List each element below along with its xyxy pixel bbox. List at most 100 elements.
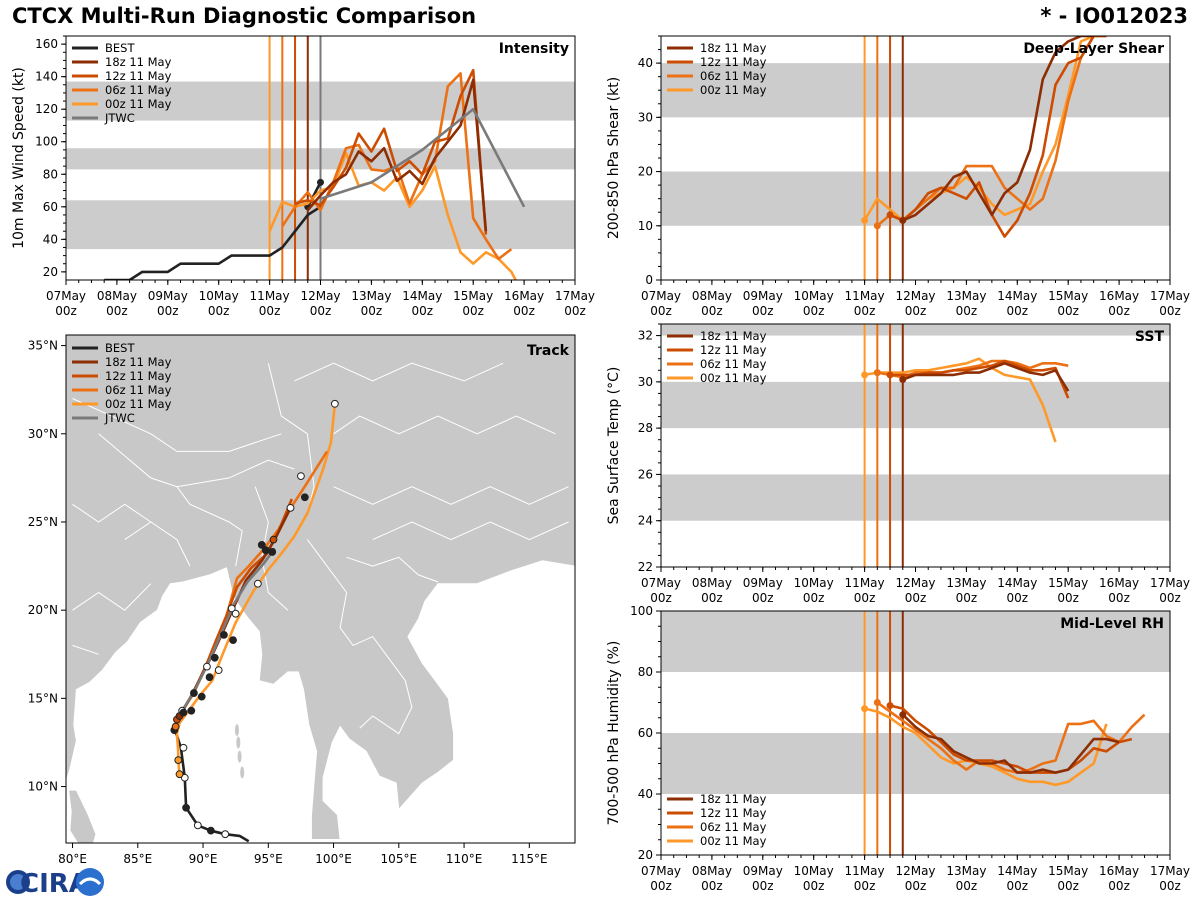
- track-point-filled: [229, 636, 237, 645]
- border-line: [333, 486, 569, 505]
- track-jtwc: [181, 547, 276, 712]
- band-1: [661, 611, 1170, 672]
- y-tick-label: 26: [638, 467, 653, 481]
- track-point-open: [193, 821, 202, 830]
- y-axis-label: 10m Max Wind Speed (kt): [11, 67, 27, 249]
- x-tick-day: 10May: [199, 289, 239, 303]
- track-point-open: [227, 604, 236, 613]
- x-tick-day: 12May: [895, 864, 935, 878]
- x-tick-label: 90°E: [189, 852, 218, 866]
- border-line: [72, 503, 152, 523]
- y-tick-label: 60: [43, 200, 58, 214]
- series-start-point: [873, 699, 881, 706]
- panel-title: Intensity: [499, 41, 569, 57]
- y-tick-label: 0: [645, 273, 653, 287]
- series-start-point: [861, 705, 869, 713]
- x-tick-day: 11May: [250, 289, 290, 303]
- series-start-point: [899, 711, 907, 719]
- series-start-point: [873, 222, 881, 230]
- x-tick-label: 95°E: [254, 852, 283, 866]
- y-tick-label: 10: [638, 219, 653, 233]
- x-tick-day: 13May: [946, 864, 986, 878]
- border-line: [176, 486, 243, 567]
- border-line: [372, 521, 569, 541]
- x-tick-day: 15May: [453, 289, 493, 303]
- x-tick-hour: 00z: [650, 591, 672, 605]
- x-tick-day: 08May: [692, 289, 732, 303]
- x-tick-hour: 00z: [106, 304, 128, 318]
- series-18z-11-may: [901, 713, 1120, 774]
- track-point-filled: [206, 826, 215, 835]
- y-tick-label: 32: [638, 329, 653, 343]
- series-start-point: [899, 376, 907, 384]
- x-tick-hour: 00z: [752, 879, 774, 893]
- legend-label: 06z 11 May: [700, 69, 767, 83]
- x-tick-hour: 00z: [803, 591, 825, 605]
- band-1: [661, 381, 1170, 429]
- x-tick-day: 10May: [794, 289, 834, 303]
- series-start-point: [886, 211, 894, 219]
- x-tick-hour: 00z: [803, 304, 825, 318]
- y-tick-label: 80: [638, 665, 653, 679]
- x-tick-day: 17May: [1150, 576, 1190, 590]
- legend-label: BEST: [105, 41, 135, 55]
- border-line: [72, 583, 152, 611]
- series-start-point: [873, 369, 881, 377]
- storm-id: * - IO012023: [1040, 4, 1188, 28]
- series-18z-11-may: [306, 78, 488, 232]
- track-point-open: [253, 579, 262, 588]
- border-line: [346, 556, 439, 583]
- border-line: [333, 415, 556, 435]
- legend-label: JTWC: [104, 111, 135, 125]
- track-point-open: [214, 666, 223, 675]
- series-06z-11-may: [876, 701, 1146, 774]
- island: [236, 736, 241, 749]
- x-tick-hour: 00z: [1057, 879, 1079, 893]
- x-tick-hour: 00z: [1007, 304, 1029, 318]
- series-group: [861, 36, 1107, 238]
- x-tick-hour: 00z: [803, 879, 825, 893]
- y-tick-label: 30: [638, 110, 653, 124]
- legend-label: 12z 11 May: [105, 69, 172, 83]
- x-tick-day: 16May: [504, 289, 544, 303]
- legend-label: 06z 11 May: [105, 383, 172, 397]
- legend-label: 12z 11 May: [700, 806, 767, 820]
- border-line: [72, 644, 99, 655]
- x-tick-label: 100°E: [315, 852, 352, 866]
- y-axis-label: 200-850 hPa Shear (kt): [606, 77, 622, 239]
- x-tick-hour: 00z: [854, 591, 876, 605]
- x-tick-hour: 00z: [1108, 304, 1130, 318]
- x-tick-hour: 00z: [157, 304, 179, 318]
- series-group: [861, 357, 1070, 443]
- x-tick-day: 08May: [97, 289, 137, 303]
- x-tick-day: 16May: [1099, 864, 1139, 878]
- x-tick-label: 80°E: [58, 852, 87, 866]
- x-tick-day: 17May: [1150, 864, 1190, 878]
- y-tick-label: 15°N: [28, 691, 58, 705]
- track-point-filled: [190, 689, 198, 697]
- page-title: CTCX Multi-Run Diagnostic Comparison: [12, 4, 477, 28]
- series-00z-11-may: [864, 707, 1108, 787]
- x-tick-hour: 00z: [956, 879, 978, 893]
- legend-label: BEST: [105, 341, 135, 355]
- legend-label: 06z 11 May: [105, 83, 172, 97]
- track-point-filled: [300, 493, 309, 502]
- y-tick-label: 40: [638, 787, 653, 801]
- cira-logo: CIRA: [6, 868, 104, 898]
- x-tick-day: 09May: [743, 289, 783, 303]
- track-point-open: [221, 830, 230, 839]
- track-point-open: [286, 503, 295, 512]
- x-tick-day: 16May: [1099, 576, 1139, 590]
- y-tick-label: 20: [43, 265, 58, 279]
- x-tick-day: 15May: [1048, 576, 1088, 590]
- x-tick-day: 12May: [895, 576, 935, 590]
- legend-label: 00z 11 May: [105, 397, 172, 411]
- y-tick-label: 60: [638, 726, 653, 740]
- island: [240, 766, 245, 779]
- border-line: [306, 539, 413, 735]
- band-0: [661, 733, 1170, 794]
